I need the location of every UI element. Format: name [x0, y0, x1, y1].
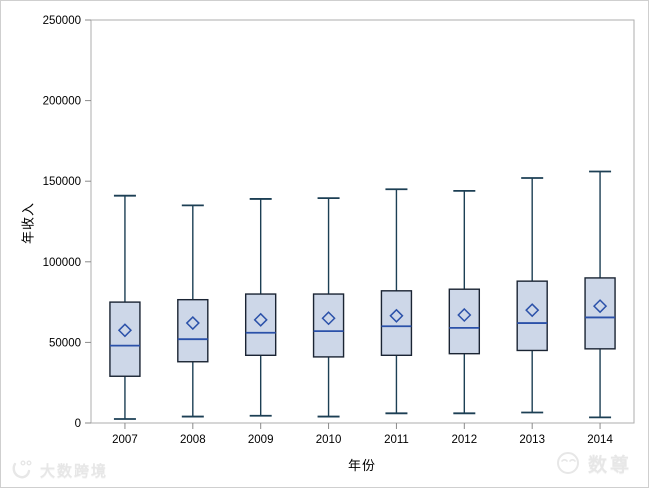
x-axis-title: 年份 — [347, 458, 377, 473]
mean-diamond — [525, 303, 540, 318]
boxplot-2011 — [380, 188, 413, 415]
watermark-left-text: 大数跨境 — [40, 462, 109, 480]
watermark-right-text: 数尊 — [588, 454, 633, 476]
watermark-left-logo-icon — [12, 460, 32, 479]
y-tick-label: 100000 — [43, 257, 81, 269]
y-tick-label: 0 — [75, 418, 81, 430]
iqr-box — [177, 298, 209, 363]
y-tick-label: 150000 — [43, 176, 81, 188]
iqr-box — [244, 293, 277, 356]
x-tick-label: 2013 — [519, 434, 545, 446]
mean-diamond — [457, 307, 472, 323]
boxplot-2014 — [584, 170, 616, 419]
boxplot-2012 — [448, 189, 481, 415]
mean-diamond — [593, 299, 608, 314]
x-tick-label: 2010 — [316, 434, 342, 446]
x-tick-label: 2008 — [180, 434, 206, 446]
y-axis-title: 年收入 — [20, 201, 36, 245]
watermark-right: 数尊 — [553, 449, 632, 477]
y-tick-label: 50000 — [49, 337, 81, 349]
watermark-right-logo-icon — [557, 452, 579, 474]
iqr-box — [380, 290, 413, 356]
boxplot-2007 — [109, 194, 141, 420]
x-tick-label: 2014 — [587, 434, 613, 446]
y-tick-label: 200000 — [43, 96, 81, 108]
iqr-box — [584, 277, 616, 350]
iqr-box — [109, 301, 141, 377]
iqr-box — [312, 293, 345, 358]
x-tick-label: 2009 — [248, 434, 274, 446]
boxplot-2013 — [516, 177, 548, 414]
boxplot-2009 — [244, 198, 277, 417]
mean-diamond — [389, 308, 404, 323]
boxplot-2008 — [177, 204, 209, 418]
mean-diamond — [321, 311, 336, 326]
plot-frame — [90, 19, 635, 424]
watermark-left: 大数跨境 — [11, 459, 108, 481]
mean-diamond — [185, 315, 200, 331]
boxplot-2010 — [312, 197, 345, 418]
x-tick-label: 2011 — [384, 434, 409, 446]
y-tick-label: 250000 — [43, 15, 81, 27]
mean-diamond — [253, 312, 268, 327]
x-tick-label: 2012 — [452, 434, 478, 446]
mean-diamond — [117, 323, 132, 338]
x-tick-label: 2007 — [112, 434, 138, 446]
